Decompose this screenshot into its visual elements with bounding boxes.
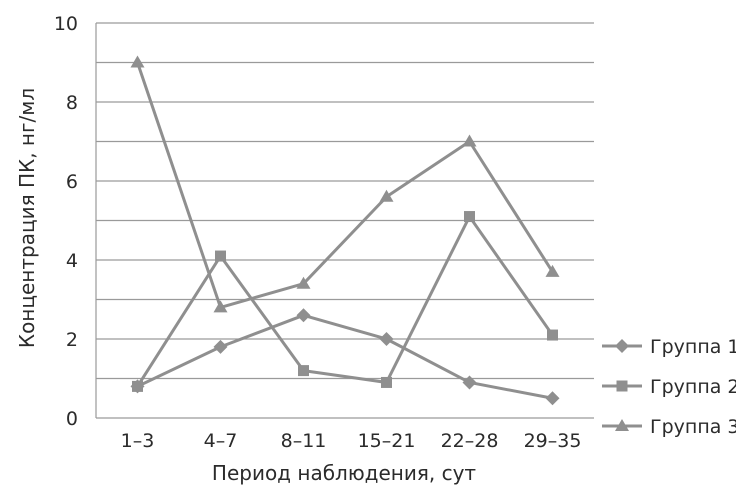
x-tick-label: 8–11 xyxy=(281,430,327,452)
y-axis-label: Концентрация ПК, нг/мл xyxy=(15,88,39,348)
y-tick-label: 4 xyxy=(66,250,78,272)
x-axis-label: Период наблюдения, сут xyxy=(212,461,477,485)
y-tick-label: 6 xyxy=(66,171,78,193)
y-tick-label: 8 xyxy=(66,92,78,114)
data-point xyxy=(213,300,228,313)
data-point xyxy=(381,376,392,388)
series-1 xyxy=(130,308,560,406)
legend-label: Группа 1 xyxy=(650,336,736,358)
data-point xyxy=(215,250,226,262)
data-point xyxy=(379,332,394,346)
legend-item: Группа 1 xyxy=(602,336,736,358)
data-point xyxy=(545,264,560,277)
legend-item: Группа 3 xyxy=(602,416,736,438)
series-line xyxy=(136,62,554,309)
legend-marker xyxy=(615,339,629,353)
data-point xyxy=(213,339,228,354)
series-3 xyxy=(130,55,560,313)
data-point xyxy=(298,365,309,377)
series-lines xyxy=(130,55,560,406)
x-tick-label: 29–35 xyxy=(524,430,582,452)
data-point xyxy=(296,276,311,289)
data-point xyxy=(379,189,394,202)
series-line xyxy=(136,215,554,388)
data-point xyxy=(462,134,477,147)
y-tick-label: 2 xyxy=(66,329,78,351)
legend-label: Группа 3 xyxy=(650,416,736,438)
y-tick-label: 0 xyxy=(66,408,78,430)
y-tick-labels: 0 2 4 6 8 10 xyxy=(54,13,78,430)
legend-marker xyxy=(615,419,629,431)
data-point xyxy=(132,380,143,392)
data-point xyxy=(130,55,145,68)
data-point xyxy=(545,391,560,406)
data-point xyxy=(462,375,477,390)
x-tick-labels: 1–3 4–7 8–11 15–21 22–28 29–35 xyxy=(121,430,582,452)
x-tick-label: 22–28 xyxy=(441,430,499,452)
data-point xyxy=(296,308,311,323)
legend-item: Группа 2 xyxy=(602,376,736,398)
data-point xyxy=(464,211,475,223)
grid-lines xyxy=(95,22,594,419)
data-point xyxy=(547,329,558,341)
series-line xyxy=(136,313,553,400)
series-2 xyxy=(132,211,558,392)
legend-marker xyxy=(616,380,628,392)
y-tick-label: 10 xyxy=(54,13,78,35)
legend: Группа 1 Группа 2 Группа 3 xyxy=(602,336,736,438)
x-tick-label: 1–3 xyxy=(121,430,155,452)
legend-label: Группа 2 xyxy=(650,376,736,398)
x-tick-label: 4–7 xyxy=(204,430,238,452)
x-tick-label: 15–21 xyxy=(358,430,416,452)
